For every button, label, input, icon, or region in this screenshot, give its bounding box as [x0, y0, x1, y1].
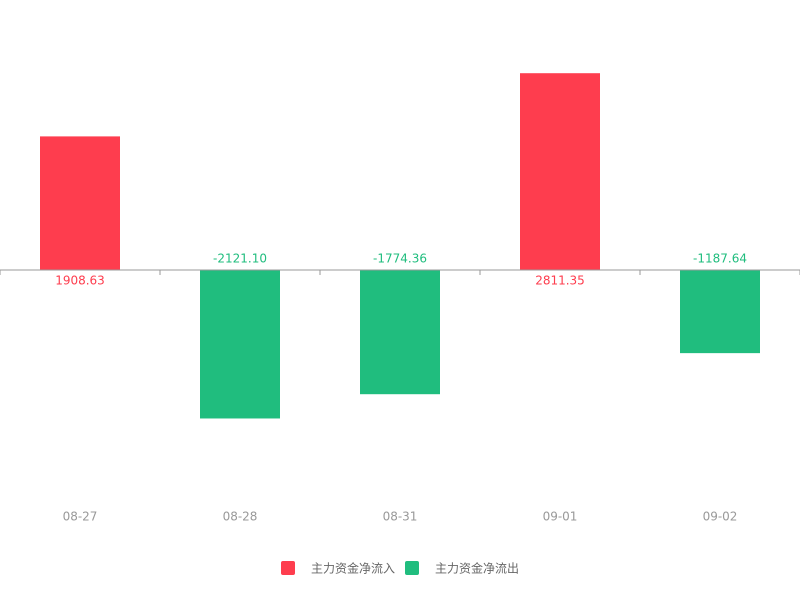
bar: [200, 270, 280, 419]
legend-swatch: [405, 561, 419, 575]
legend-label: 主力资金净流入: [311, 561, 395, 576]
data-label: 1908.63: [55, 274, 105, 288]
data-label: -1774.36: [373, 252, 427, 266]
data-label: -2121.10: [213, 252, 267, 266]
bar: [360, 270, 440, 395]
bar: [680, 270, 760, 354]
x-tick-label: 09-01: [543, 510, 578, 524]
bar: [40, 136, 120, 270]
bar: [520, 73, 600, 270]
data-label: -1187.64: [693, 252, 747, 266]
x-tick-label: 08-28: [223, 510, 258, 524]
legend-label: 主力资金净流出: [435, 561, 519, 576]
x-tick-label: 08-31: [383, 510, 418, 524]
x-tick-label: 09-02: [703, 510, 738, 524]
legend-swatch: [281, 561, 295, 575]
data-label: 2811.35: [535, 274, 585, 288]
x-tick-label: 08-27: [63, 510, 98, 524]
